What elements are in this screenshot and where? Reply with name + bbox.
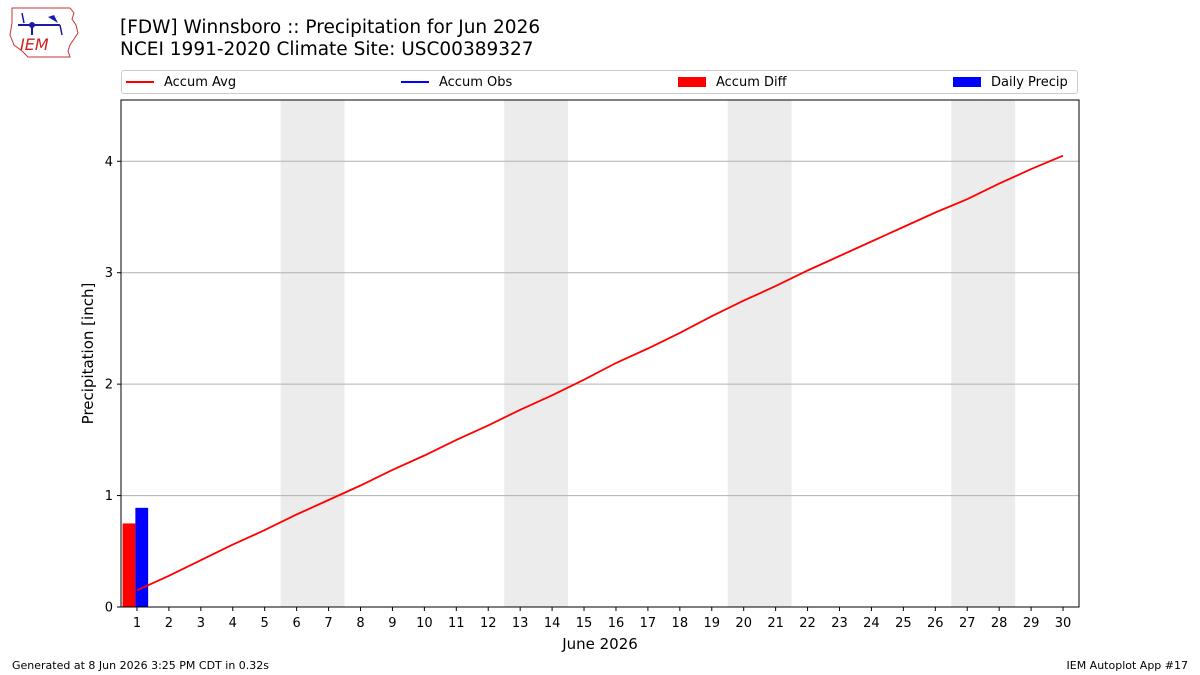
generated-footer: Generated at 8 Jun 2026 3:25 PM CDT in 0… [12,659,270,672]
line-accum-avg [136,154,1064,592]
x-tick-label-5: 5 [261,616,269,631]
bar-accum-diff-day-1 [122,523,136,607]
title-line-2: NCEI 1991-2020 Climate Site: USC00389327 [120,39,534,60]
x-tick-label-12: 12 [480,616,497,631]
x-tick-label-20: 20 [735,616,752,631]
x-axis-label: June 2026 [561,635,638,653]
legend-swatch-accum-diff [678,76,706,87]
legend-swatch-accum-obs [401,80,429,83]
x-tick-label-1: 1 [133,616,141,631]
legend-item-accum-obs: Accum Obs [401,74,512,92]
legend: Accum Avg Accum Obs Accum Diff Daily Pre… [121,70,1078,94]
legend-label-accum-obs: Accum Obs [439,75,513,90]
x-tick-label-25: 25 [895,616,912,631]
weekend-shade-1 [280,100,345,607]
x-tick-label-23: 23 [831,616,848,631]
iem-logo: IEM [9,7,79,58]
x-tick-label-16: 16 [608,616,625,631]
x-tick-label-21: 21 [767,616,784,631]
legend-label-accum-diff: Accum Diff [716,75,787,90]
x-tick-label-11: 11 [448,616,465,631]
legend-item-accum-avg: Accum Avg [126,74,236,92]
weekend-shade-4 [951,100,1016,607]
legend-item-accum-diff: Accum Diff [678,74,787,92]
x-tick-label-17: 17 [640,616,657,631]
y-tick-label-1: 1 [105,489,113,504]
x-tick-label-19: 19 [703,616,720,631]
y-tick-label-4: 4 [105,155,113,170]
x-tick-label-14: 14 [544,616,561,631]
x-tick-label-26: 26 [927,616,944,631]
weekend-shade-2 [504,100,569,607]
x-tick-label-18: 18 [672,616,689,631]
x-tick-label-22: 22 [799,616,816,631]
y-axis-label: Precipitation [inch] [79,283,97,425]
legend-item-daily-precip: Daily Precip [953,74,1068,92]
y-tick-label-3: 3 [105,266,113,281]
x-tick-label-3: 3 [197,616,205,631]
x-tick-label-2: 2 [165,616,173,631]
x-tick-label-10: 10 [416,616,433,631]
weekend-shade-3 [727,100,792,607]
bar-daily-precip-day-1 [135,507,149,607]
y-tick-label-2: 2 [105,378,113,393]
x-tick-label-29: 29 [1023,616,1040,631]
legend-label-daily-precip: Daily Precip [991,75,1068,90]
x-tick-label-28: 28 [991,616,1008,631]
x-tick-label-9: 9 [388,616,396,631]
x-tick-label-7: 7 [324,616,332,631]
x-tick-label-27: 27 [959,616,976,631]
x-tick-label-4: 4 [229,616,237,631]
legend-swatch-accum-avg [126,80,154,83]
x-tick-label-15: 15 [576,616,593,631]
logo-text: IEM [20,35,49,54]
legend-swatch-daily-precip [953,76,981,87]
x-tick-label-6: 6 [292,616,300,631]
chart-title: [FDW] Winnsboro :: Precipitation for Jun… [120,17,540,61]
x-tick-label-30: 30 [1055,616,1072,631]
plot-frame [120,99,1080,608]
x-tick-label-8: 8 [356,616,364,631]
y-tick-label-0: 0 [105,601,113,616]
app-footer: IEM Autoplot App #17 [1066,659,1189,672]
title-line-1: [FDW] Winnsboro :: Precipitation for Jun… [120,17,541,38]
legend-label-accum-avg: Accum Avg [164,75,237,90]
x-tick-label-24: 24 [863,616,880,631]
x-tick-label-13: 13 [512,616,529,631]
